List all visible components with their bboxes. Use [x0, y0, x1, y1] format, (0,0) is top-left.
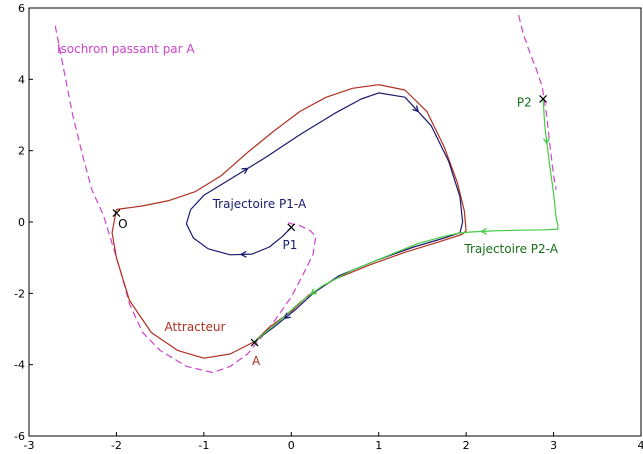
arrow-p1a-2 — [241, 167, 249, 175]
point-marker-p1 — [287, 223, 296, 232]
annotation-label-7: A — [252, 354, 261, 368]
x-tick-label: -3 — [24, 439, 35, 452]
y-tick-label: -2 — [14, 287, 25, 300]
x-tick-label: -2 — [111, 439, 122, 452]
point-marker-a — [250, 338, 259, 347]
y-tick-label: 6 — [18, 2, 25, 15]
arrow-p1a-1 — [239, 250, 247, 258]
annotation-label-2: Trajectoire P2-A — [463, 242, 558, 256]
arrow-p2a-3 — [309, 288, 317, 296]
annotation-label-0: Isochron passant par A — [57, 42, 195, 56]
y-tick-label: -6 — [14, 430, 25, 443]
series-line-1 — [518, 14, 557, 191]
series-line-0 — [54, 25, 317, 374]
arrow-p1a-3 — [412, 105, 420, 113]
annotation-label-6: P2 — [517, 96, 532, 110]
y-tick-label: 0 — [18, 216, 25, 229]
x-tick-label: 3 — [550, 439, 557, 452]
series-line-3 — [185, 92, 464, 342]
x-tick-label: 1 — [375, 439, 382, 452]
x-tick-label: 2 — [463, 439, 470, 452]
arrow-p2a-2 — [480, 227, 488, 235]
annotation-label-1: Trajectoire P1-A — [212, 197, 307, 211]
annotation-label-3: Attracteur — [165, 320, 226, 334]
arrow-p2a-1 — [542, 137, 550, 145]
x-tick-label: -1 — [198, 439, 209, 452]
annotation-label-4: O — [118, 217, 127, 231]
x-tick-label: 4 — [638, 439, 643, 452]
y-tick-label: -4 — [14, 359, 25, 372]
x-tick-label: 0 — [288, 439, 295, 452]
point-marker-o — [112, 209, 121, 218]
arrow-p1a-4 — [283, 312, 291, 320]
point-marker-p2 — [539, 95, 548, 103]
y-tick-label: 4 — [18, 73, 25, 86]
annotation-label-5: P1 — [283, 238, 298, 252]
y-tick-label: 2 — [18, 145, 25, 158]
